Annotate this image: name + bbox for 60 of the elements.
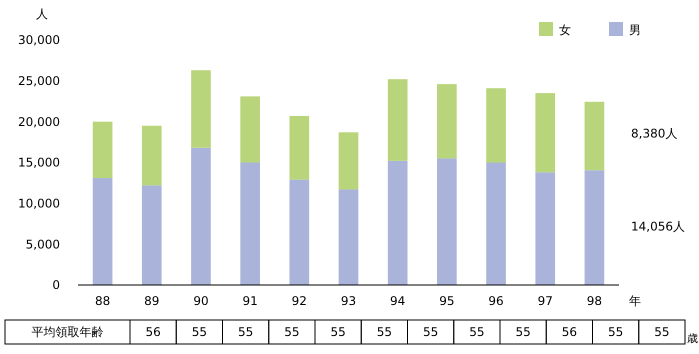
text: 55 [654, 325, 670, 340]
text: 55 [422, 325, 438, 340]
bar [535, 172, 556, 285]
bar [486, 88, 506, 162]
x-tick-label: 88 [94, 294, 110, 308]
x-tick-label: 94 [390, 294, 406, 308]
bar [142, 126, 162, 186]
legend-label: 女 [559, 23, 571, 37]
text: 歳 [687, 332, 698, 345]
x-tick-label: 92 [292, 294, 307, 308]
text: 8,380人 [631, 126, 678, 140]
legend-label: 男 [629, 23, 641, 37]
x-axis-title: 年 [629, 294, 641, 308]
bar [486, 162, 506, 285]
x-tick-label: 90 [193, 294, 209, 308]
text: 55 [284, 325, 300, 340]
x-tick-label: 89 [144, 294, 160, 308]
bar [437, 158, 457, 285]
x-tick-label: 93 [340, 294, 356, 308]
bar [92, 122, 112, 178]
text: 56 [145, 325, 161, 340]
text: 55 [608, 325, 624, 340]
text: 56 [562, 325, 578, 340]
bar [338, 132, 358, 190]
text: 55 [192, 325, 208, 340]
text: 55 [376, 325, 392, 340]
bar [584, 170, 604, 285]
text: 55 [238, 325, 254, 340]
y-tick-label: 20,000 [18, 114, 60, 129]
bar [388, 160, 408, 285]
text: 55 [469, 325, 485, 340]
x-tick-label: 95 [439, 294, 455, 308]
bar [289, 180, 310, 285]
bar [240, 96, 260, 162]
bar [191, 70, 211, 148]
y-tick-label: 0 [52, 278, 60, 292]
bar [535, 93, 556, 172]
bar [437, 84, 457, 158]
y-axis-title: 人 [36, 7, 48, 21]
bar [338, 189, 358, 285]
text: 平均領取年齢 [32, 325, 104, 340]
text: 14,056人 [631, 219, 685, 234]
y-tick-label: 30,000 [18, 33, 60, 48]
y-tick-label: 15,000 [18, 156, 60, 170]
y-tick-label: 5,000 [26, 237, 60, 252]
y-tick-label: 25,000 [18, 74, 60, 88]
x-tick-label: 91 [242, 294, 258, 308]
bar [584, 102, 604, 170]
text: 55 [515, 325, 531, 340]
bar [142, 185, 162, 285]
x-tick-label: 96 [488, 294, 504, 308]
bar [240, 162, 260, 285]
x-tick-label: 98 [586, 294, 602, 308]
bar [388, 79, 408, 161]
bar [191, 148, 211, 285]
text: 55 [330, 325, 346, 340]
bar [289, 116, 310, 180]
y-tick-label: 10,000 [18, 196, 60, 211]
x-tick-label: 97 [538, 294, 553, 308]
bar [92, 178, 112, 285]
